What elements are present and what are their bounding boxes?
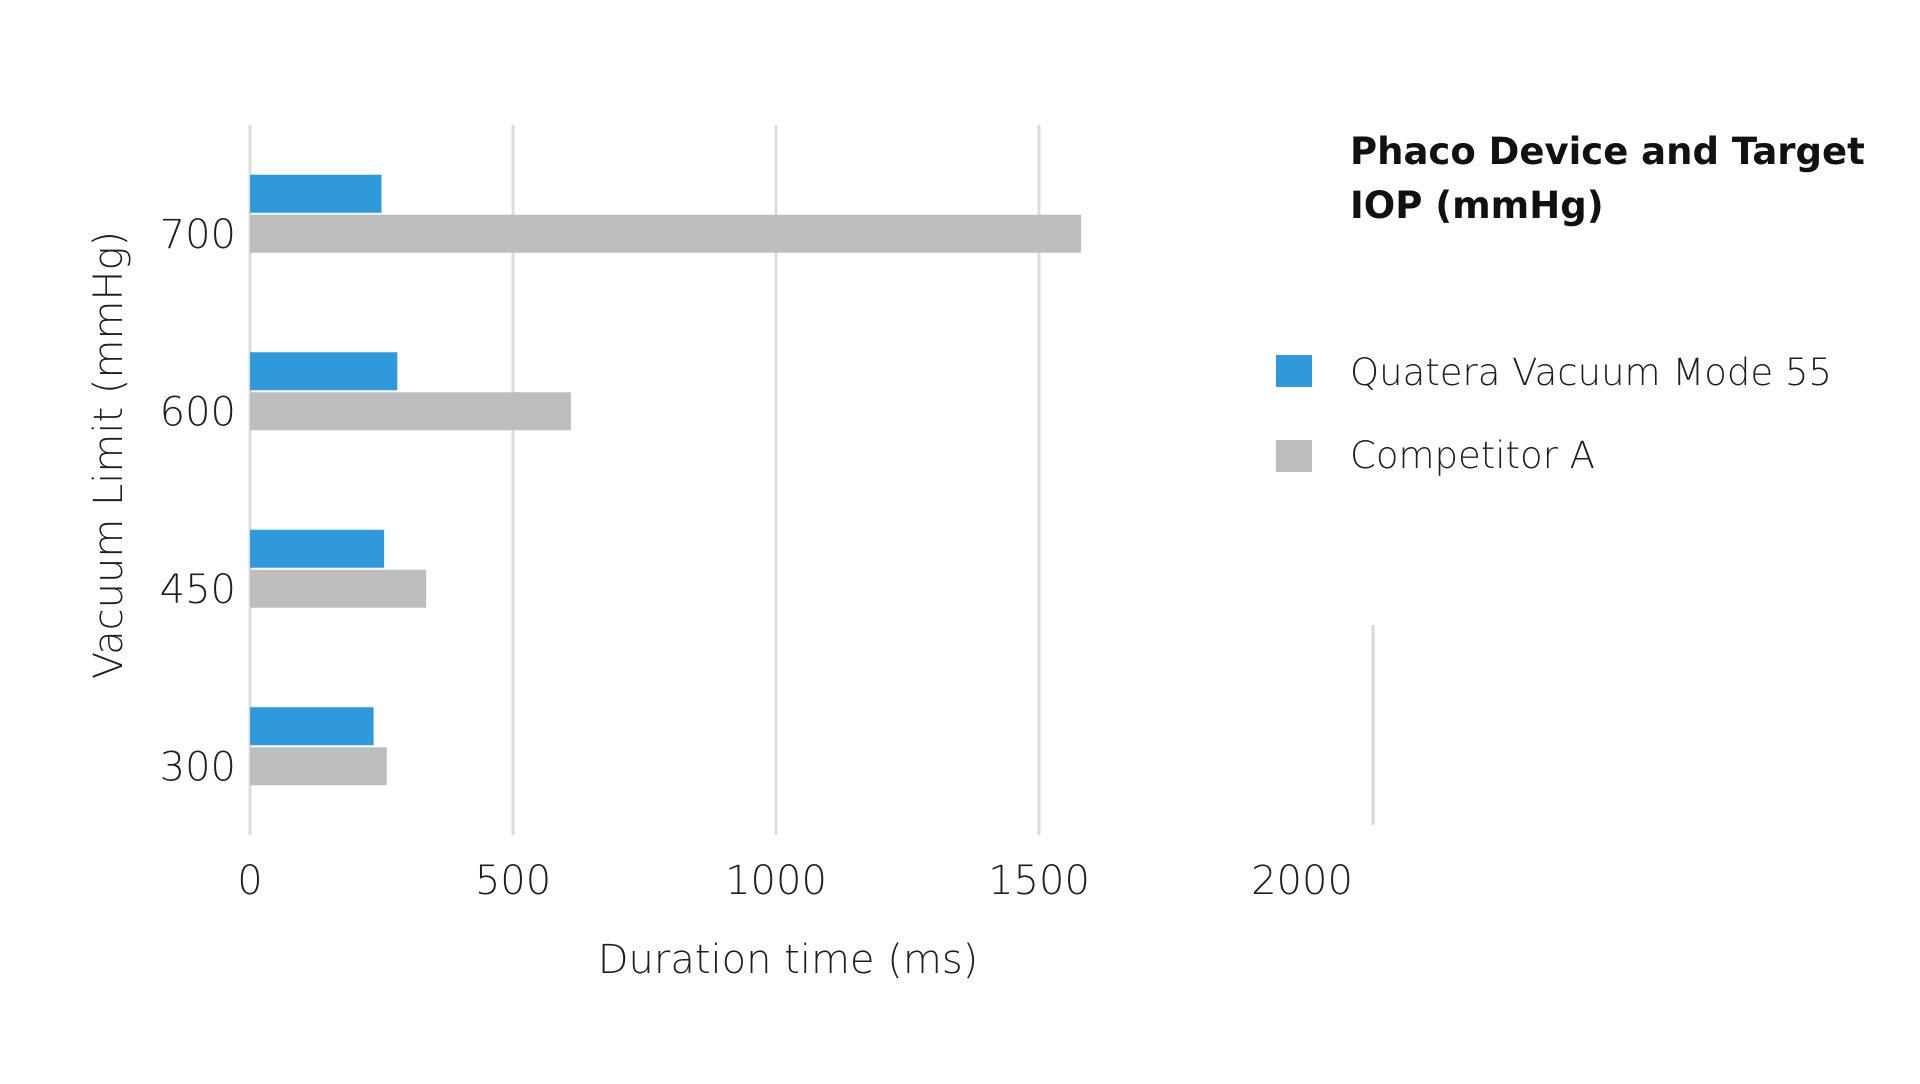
legend: Phaco Device and Target IOP (mmHg) Quate… [1276,130,1865,477]
legend-title-line-2: IOP (mmHg) [1350,184,1604,227]
x-tick-label-500: 500 [475,858,551,904]
legend-label-competitor: Competitor A [1350,434,1595,477]
x-tick-label-0: 0 [237,858,262,904]
tick-labels: 0 500 1000 1500 2000 300 450 600 700 [160,212,1353,904]
y-tick-label-300: 300 [160,744,236,790]
x-tick-label-2000: 2000 [1251,858,1353,904]
y-tick-label-450: 450 [160,567,236,613]
bar-quatera-600 [250,352,398,391]
legend-label-quatera: Quatera Vacuum Mode 55 [1350,351,1832,394]
x-axis-title: Duration time (ms) [598,937,979,983]
y-tick-label-600: 600 [160,389,236,435]
bar-competitor-450 [250,569,427,608]
legend-swatch-quatera [1276,355,1312,387]
legend-title-line-1: Phaco Device and Target [1350,130,1865,173]
bar-competitor-300 [250,747,387,786]
y-axis-title: Vacuum Limit (mmHg) [86,231,132,679]
bar-competitor-600 [250,392,571,431]
bar-quatera-450 [250,529,385,568]
bar-quatera-700 [250,174,382,213]
x-tick-label-1000: 1000 [725,858,827,904]
y-tick-label-700: 700 [160,212,236,258]
bar-competitor-700 [250,214,1082,253]
legend-swatch-competitor [1276,440,1312,472]
bars [250,174,1082,786]
bar-quatera-300 [250,707,374,746]
x-tick-label-1500: 1500 [988,858,1090,904]
